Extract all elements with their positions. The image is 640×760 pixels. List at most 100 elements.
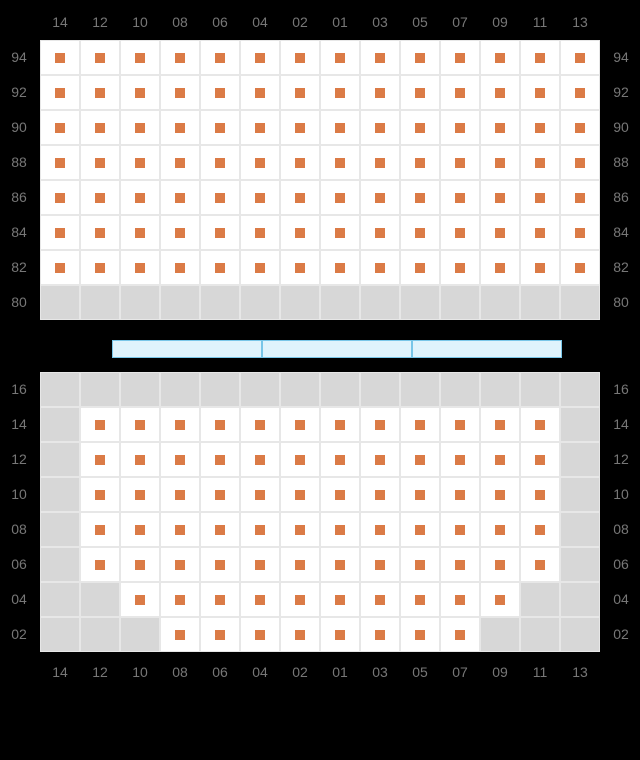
seat-cell[interactable] (320, 442, 360, 477)
seat-cell[interactable] (320, 110, 360, 145)
seat-cell[interactable] (160, 512, 200, 547)
seat-cell[interactable] (120, 145, 160, 180)
seat-cell[interactable] (280, 547, 320, 582)
seat-cell[interactable] (360, 442, 400, 477)
seat-cell[interactable] (40, 250, 80, 285)
seat-cell[interactable] (240, 582, 280, 617)
seat-cell[interactable] (160, 145, 200, 180)
seat-cell[interactable] (320, 145, 360, 180)
seat-cell[interactable] (400, 110, 440, 145)
seat-cell[interactable] (520, 40, 560, 75)
seat-cell[interactable] (320, 617, 360, 652)
seat-cell[interactable] (40, 40, 80, 75)
seat-cell[interactable] (440, 110, 480, 145)
seat-cell[interactable] (360, 617, 400, 652)
seat-cell[interactable] (440, 442, 480, 477)
seat-cell[interactable] (400, 40, 440, 75)
seat-cell[interactable] (360, 145, 400, 180)
seat-cell[interactable] (120, 407, 160, 442)
seat-cell[interactable] (520, 407, 560, 442)
seat-cell[interactable] (80, 215, 120, 250)
seat-cell[interactable] (80, 75, 120, 110)
seat-cell[interactable] (280, 180, 320, 215)
seat-cell[interactable] (160, 407, 200, 442)
seat-cell[interactable] (200, 407, 240, 442)
seat-cell[interactable] (280, 145, 320, 180)
seat-cell[interactable] (200, 180, 240, 215)
seat-cell[interactable] (240, 442, 280, 477)
seat-cell[interactable] (360, 407, 400, 442)
seat-cell[interactable] (360, 110, 400, 145)
seat-cell[interactable] (480, 75, 520, 110)
seat-cell[interactable] (280, 407, 320, 442)
seat-cell[interactable] (280, 75, 320, 110)
seat-cell[interactable] (440, 215, 480, 250)
seat-cell[interactable] (360, 215, 400, 250)
seat-cell[interactable] (560, 145, 600, 180)
seat-cell[interactable] (160, 250, 200, 285)
seat-cell[interactable] (520, 477, 560, 512)
seat-cell[interactable] (80, 407, 120, 442)
seat-cell[interactable] (200, 215, 240, 250)
seat-cell[interactable] (280, 442, 320, 477)
seat-cell[interactable] (560, 110, 600, 145)
seat-cell[interactable] (240, 250, 280, 285)
seat-cell[interactable] (440, 40, 480, 75)
seat-cell[interactable] (200, 442, 240, 477)
seat-cell[interactable] (520, 180, 560, 215)
seat-cell[interactable] (280, 617, 320, 652)
seat-cell[interactable] (520, 110, 560, 145)
seat-cell[interactable] (440, 250, 480, 285)
seat-cell[interactable] (120, 547, 160, 582)
seat-cell[interactable] (520, 145, 560, 180)
seat-cell[interactable] (560, 215, 600, 250)
seat-cell[interactable] (400, 75, 440, 110)
seat-cell[interactable] (480, 442, 520, 477)
seat-cell[interactable] (160, 582, 200, 617)
seat-cell[interactable] (240, 215, 280, 250)
seat-cell[interactable] (280, 110, 320, 145)
seat-cell[interactable] (160, 215, 200, 250)
seat-cell[interactable] (160, 442, 200, 477)
seat-cell[interactable] (160, 617, 200, 652)
seat-cell[interactable] (120, 477, 160, 512)
seat-cell[interactable] (240, 110, 280, 145)
seat-cell[interactable] (360, 582, 400, 617)
seat-cell[interactable] (280, 477, 320, 512)
seat-cell[interactable] (40, 110, 80, 145)
seat-cell[interactable] (40, 180, 80, 215)
seat-cell[interactable] (320, 250, 360, 285)
seat-cell[interactable] (360, 477, 400, 512)
seat-cell[interactable] (320, 407, 360, 442)
seat-cell[interactable] (440, 145, 480, 180)
seat-cell[interactable] (360, 75, 400, 110)
seat-cell[interactable] (120, 582, 160, 617)
seat-cell[interactable] (520, 75, 560, 110)
seat-cell[interactable] (400, 547, 440, 582)
seat-cell[interactable] (120, 180, 160, 215)
seat-cell[interactable] (80, 512, 120, 547)
seat-cell[interactable] (160, 75, 200, 110)
seat-cell[interactable] (80, 110, 120, 145)
seat-cell[interactable] (120, 40, 160, 75)
seat-cell[interactable] (120, 442, 160, 477)
seat-cell[interactable] (160, 180, 200, 215)
seat-cell[interactable] (560, 75, 600, 110)
seat-cell[interactable] (80, 180, 120, 215)
seat-cell[interactable] (280, 40, 320, 75)
seat-cell[interactable] (400, 215, 440, 250)
seat-cell[interactable] (240, 180, 280, 215)
seat-cell[interactable] (440, 407, 480, 442)
seat-cell[interactable] (80, 477, 120, 512)
seat-cell[interactable] (480, 512, 520, 547)
seat-cell[interactable] (320, 215, 360, 250)
seat-cell[interactable] (160, 547, 200, 582)
seat-cell[interactable] (400, 582, 440, 617)
seat-cell[interactable] (520, 547, 560, 582)
seat-cell[interactable] (240, 617, 280, 652)
seat-cell[interactable] (360, 547, 400, 582)
seat-cell[interactable] (400, 250, 440, 285)
seat-cell[interactable] (280, 250, 320, 285)
seat-cell[interactable] (560, 250, 600, 285)
seat-cell[interactable] (200, 582, 240, 617)
